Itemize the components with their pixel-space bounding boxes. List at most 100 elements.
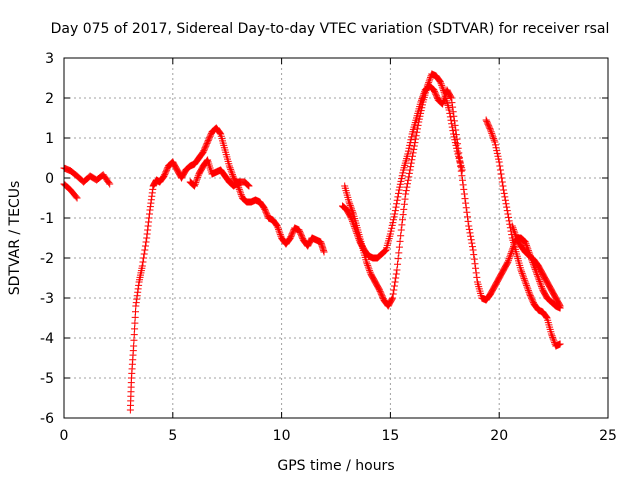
series-track-1 [60, 164, 114, 188]
data-point [273, 222, 281, 230]
data-point [500, 189, 508, 197]
data-point [525, 288, 533, 296]
data-point [438, 81, 446, 89]
data-point [538, 284, 546, 292]
data-point [392, 274, 400, 282]
data-point [276, 231, 284, 239]
data-point [502, 200, 510, 208]
data-point [536, 277, 544, 285]
data-point [389, 290, 397, 298]
data-point [142, 238, 150, 246]
data-point [413, 128, 421, 136]
data-point [468, 243, 476, 251]
data-point [437, 80, 445, 88]
data-point [274, 224, 282, 232]
data-point [412, 135, 420, 143]
data-point [523, 283, 531, 291]
data-point [397, 226, 405, 234]
data-point [448, 99, 456, 107]
data-point [237, 191, 245, 199]
data-point [491, 141, 499, 149]
data-point [407, 163, 415, 171]
data-point [467, 232, 475, 240]
data-point [391, 210, 399, 218]
data-point [191, 182, 199, 190]
data-point [523, 241, 531, 249]
data-point [391, 207, 399, 215]
data-point [508, 222, 516, 230]
data-point [320, 248, 328, 256]
data-point [235, 185, 243, 193]
y-tick-label: -2 [40, 251, 54, 267]
data-point [447, 116, 455, 124]
data-point [395, 249, 403, 257]
data-point [349, 208, 357, 216]
y-tick-label: 2 [45, 91, 54, 107]
data-point [348, 205, 356, 213]
data-point [449, 108, 457, 116]
data-point [425, 77, 433, 85]
data-point [440, 87, 448, 95]
data-point [509, 224, 517, 232]
data-point [286, 234, 294, 242]
data-point [462, 199, 470, 207]
data-point [386, 230, 394, 238]
data-point [487, 128, 495, 136]
data-point [378, 292, 386, 300]
data-point [450, 130, 458, 138]
data-point [276, 229, 284, 237]
data-point [377, 289, 385, 297]
data-point [518, 269, 526, 277]
data-point [430, 86, 438, 94]
data-point [548, 332, 556, 340]
data-point [534, 274, 542, 282]
data-point [532, 267, 540, 275]
data-point [447, 93, 455, 101]
data-point [498, 174, 506, 182]
data-point [449, 103, 457, 111]
data-point [388, 295, 396, 303]
data-point [506, 253, 514, 261]
data-point [436, 78, 444, 86]
data-point [363, 260, 371, 268]
data-point [461, 195, 469, 203]
data-point [449, 127, 457, 135]
data-point [485, 123, 493, 131]
data-point [388, 224, 396, 232]
data-point [556, 302, 564, 310]
series-track-8 [508, 222, 564, 310]
data-point [394, 189, 402, 197]
data-point [237, 189, 245, 197]
data-point [391, 278, 399, 286]
y-tick-label: 0 [45, 171, 54, 187]
data-point [204, 138, 212, 146]
data-point [509, 225, 517, 233]
data-point [405, 173, 413, 181]
data-point [518, 268, 526, 276]
data-point [496, 162, 504, 170]
data-point [379, 293, 387, 301]
data-point [547, 330, 555, 338]
data-point [483, 119, 491, 127]
data-point [501, 193, 509, 201]
data-point [485, 122, 493, 130]
data-point [228, 171, 236, 179]
data-point [399, 169, 407, 177]
data-point [438, 83, 446, 91]
data-point [426, 75, 434, 83]
data-point [275, 227, 283, 235]
data-point [521, 276, 529, 284]
data-point [194, 172, 202, 180]
data-point [202, 142, 210, 150]
data-point [460, 185, 468, 193]
data-point [483, 117, 491, 125]
data-point [227, 167, 235, 175]
data-point [390, 216, 398, 224]
data-point [163, 166, 171, 174]
data-point [452, 141, 460, 149]
data-point [138, 262, 146, 270]
data-point [392, 270, 400, 278]
data-point [201, 144, 209, 152]
chart-title: Day 075 of 2017, Sidereal Day-to-day VTE… [51, 21, 610, 37]
data-point [423, 82, 431, 90]
